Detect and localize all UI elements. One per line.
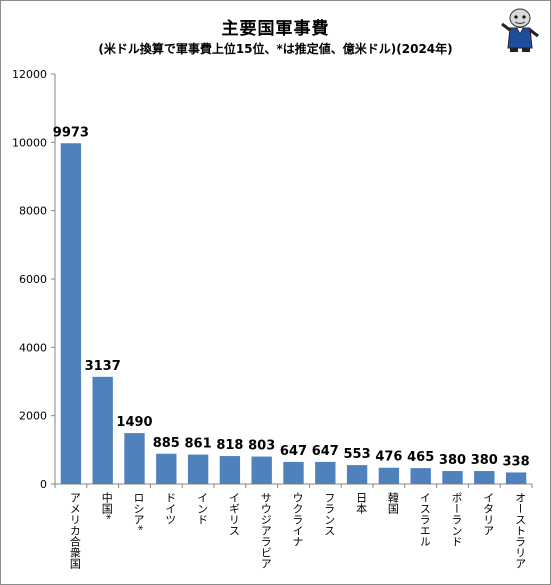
x-tick-label: 日本	[355, 492, 368, 515]
x-tick-label: アメリカ合衆国	[68, 492, 81, 570]
x-tick-label: イギリス	[227, 492, 240, 536]
x-tick-label: ポーランド	[450, 492, 463, 547]
mascot-character-icon	[501, 8, 539, 52]
bar	[474, 471, 495, 484]
bar	[251, 456, 272, 484]
x-tick-label: イスラエル	[418, 492, 431, 547]
data-label: 9973	[53, 125, 89, 140]
x-tick-label: ロシア*	[132, 492, 145, 531]
data-label: 3137	[85, 359, 121, 374]
data-label: 476	[375, 450, 402, 465]
y-tick-label: 4000	[19, 341, 47, 354]
bar	[156, 453, 177, 484]
data-label: 885	[153, 436, 180, 451]
x-tick-label: イタリア	[482, 492, 495, 536]
data-label: 338	[503, 454, 530, 469]
bar	[378, 467, 400, 484]
chart-title: 主要国軍事費	[221, 19, 330, 39]
bar	[187, 454, 209, 484]
y-tick-label: 6000	[19, 273, 47, 286]
data-label: 380	[439, 453, 466, 468]
x-tick-label: オーストラリア	[514, 492, 527, 569]
data-label: 1490	[116, 415, 152, 430]
chart-subtitle: (米ドル換算で軍事費上位15位、*は推定値、億米ドル)(2024年)	[98, 42, 453, 56]
data-label: 861	[185, 437, 212, 452]
bar	[283, 461, 304, 484]
bar	[315, 461, 336, 484]
x-tick-label: インド	[196, 492, 209, 525]
x-tick-label: ウクライナ	[291, 492, 304, 547]
x-tick-label: 韓国	[386, 492, 399, 515]
data-label: 380	[471, 453, 498, 468]
bar	[92, 376, 113, 484]
data-label: 465	[407, 450, 434, 465]
x-tick-label: サウジアラビア	[259, 492, 272, 569]
x-tick-label: ドイツ	[164, 492, 177, 525]
y-tick-label: 8000	[19, 205, 47, 218]
y-tick-label: 10000	[12, 136, 47, 149]
bar	[60, 143, 82, 484]
data-label: 553	[344, 447, 371, 462]
bar	[410, 468, 431, 484]
bar	[346, 465, 368, 484]
data-label: 818	[216, 438, 243, 453]
y-tick-label: 0	[40, 478, 47, 491]
data-label: 803	[248, 439, 275, 454]
y-tick-label: 12000	[12, 68, 47, 81]
bar	[219, 456, 241, 484]
x-tick-label: 中国*	[100, 492, 113, 520]
data-label: 647	[312, 444, 339, 459]
data-label: 647	[280, 444, 307, 459]
bar	[505, 472, 527, 484]
y-tick-label: 2000	[19, 410, 47, 423]
bar	[442, 471, 463, 484]
x-tick-label: フランス	[323, 492, 336, 536]
bar	[124, 433, 145, 484]
